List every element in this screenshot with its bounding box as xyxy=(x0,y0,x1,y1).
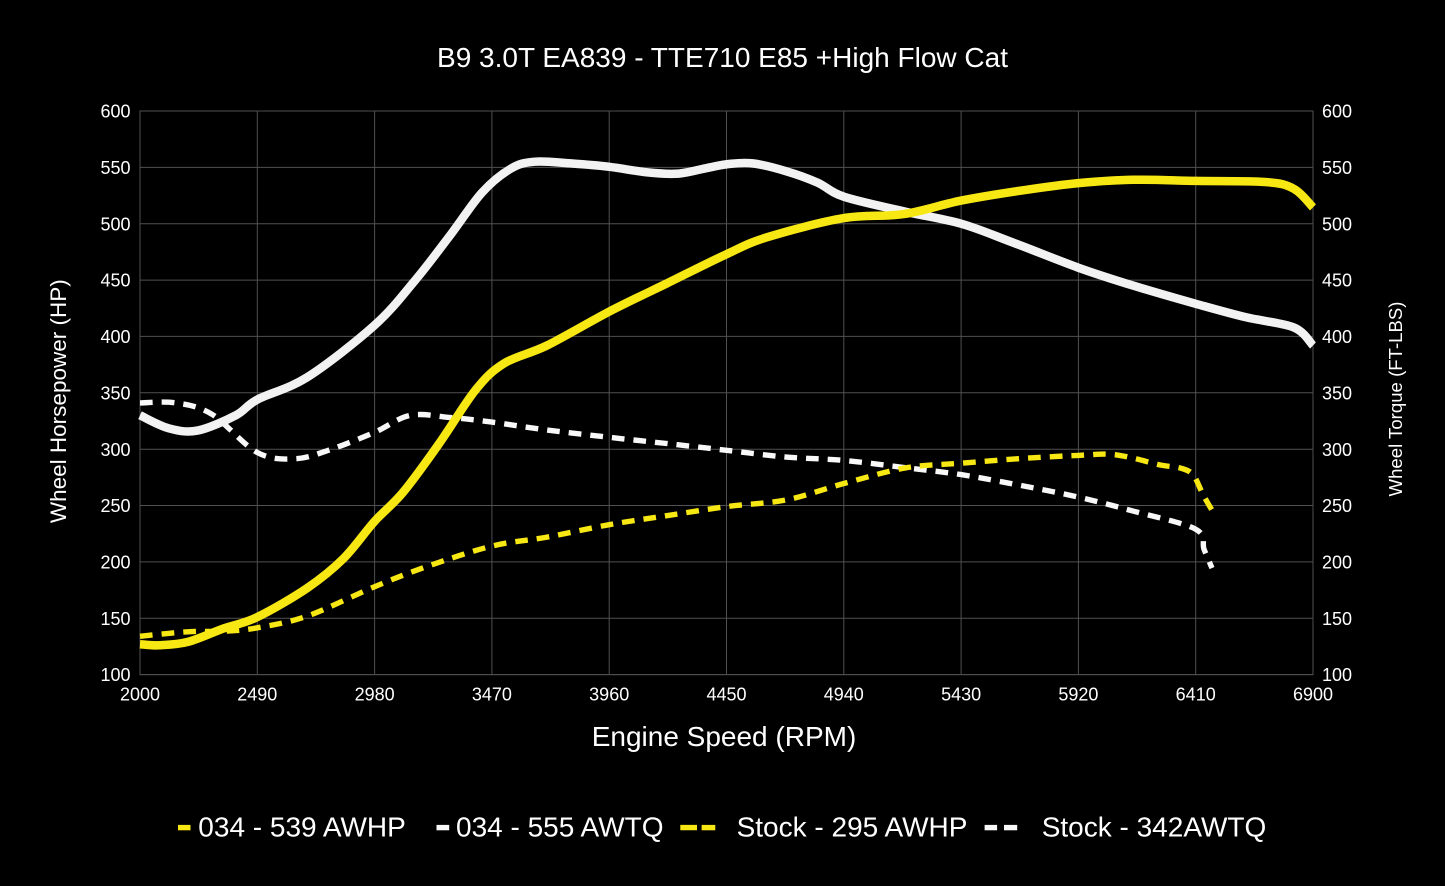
svg-text:6410: 6410 xyxy=(1176,684,1216,704)
svg-text:150: 150 xyxy=(1322,609,1352,629)
svg-text:Wheel Horsepower (HP): Wheel Horsepower (HP) xyxy=(46,279,71,523)
svg-text:250: 250 xyxy=(100,496,130,516)
svg-text:3470: 3470 xyxy=(472,684,512,704)
svg-text:Stock - 342AWTQ: Stock - 342AWTQ xyxy=(1042,812,1267,843)
svg-text:Stock - 295 AWHP: Stock - 295 AWHP xyxy=(737,812,968,843)
svg-text:2980: 2980 xyxy=(355,684,395,704)
svg-text:4450: 4450 xyxy=(706,684,746,704)
svg-text:600: 600 xyxy=(100,102,130,122)
svg-text:450: 450 xyxy=(100,271,130,291)
svg-text:550: 550 xyxy=(100,158,130,178)
svg-text:600: 600 xyxy=(1322,102,1352,122)
svg-text:400: 400 xyxy=(1322,327,1352,347)
svg-text:250: 250 xyxy=(1322,496,1352,516)
svg-text:350: 350 xyxy=(1322,383,1352,403)
svg-text:Wheel Torque (FT-LBS): Wheel Torque (FT-LBS) xyxy=(1385,302,1406,497)
svg-text:200: 200 xyxy=(100,553,130,573)
svg-text:150: 150 xyxy=(100,609,130,629)
svg-text:550: 550 xyxy=(1322,158,1352,178)
svg-text:3960: 3960 xyxy=(589,684,629,704)
svg-text:350: 350 xyxy=(100,383,130,403)
svg-text:4940: 4940 xyxy=(824,684,864,704)
svg-text:5430: 5430 xyxy=(941,684,981,704)
svg-text:100: 100 xyxy=(1322,665,1352,685)
svg-text:200: 200 xyxy=(1322,553,1352,573)
svg-text:034 - 555 AWTQ: 034 - 555 AWTQ xyxy=(456,812,664,843)
svg-text:500: 500 xyxy=(100,214,130,234)
svg-text:400: 400 xyxy=(100,327,130,347)
svg-text:300: 300 xyxy=(100,440,130,460)
svg-text:034 - 539 AWHP: 034 - 539 AWHP xyxy=(198,812,406,843)
svg-text:2000: 2000 xyxy=(120,684,160,704)
svg-text:6900: 6900 xyxy=(1293,684,1333,704)
svg-text:100: 100 xyxy=(100,665,130,685)
svg-text:300: 300 xyxy=(1322,440,1352,460)
svg-text:2490: 2490 xyxy=(237,684,277,704)
svg-text:B9 3.0T EA839 - TTE710 E85 +Hi: B9 3.0T EA839 - TTE710 E85 +High Flow Ca… xyxy=(437,42,1008,73)
svg-text:500: 500 xyxy=(1322,214,1352,234)
svg-text:5920: 5920 xyxy=(1058,684,1098,704)
svg-text:Engine Speed (RPM): Engine Speed (RPM) xyxy=(592,721,857,752)
svg-text:450: 450 xyxy=(1322,271,1352,291)
